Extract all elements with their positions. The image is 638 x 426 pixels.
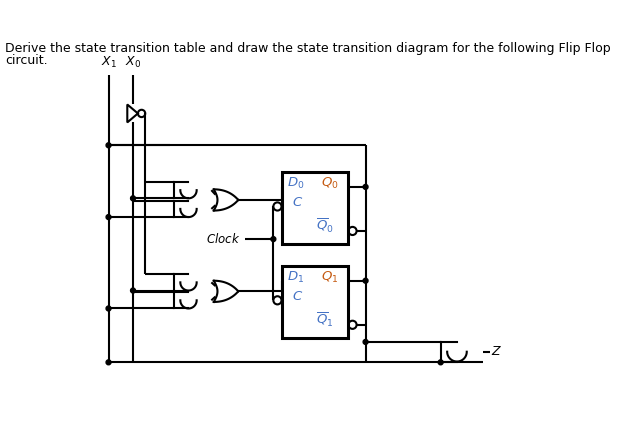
Text: $Q_1$: $Q_1$ bbox=[321, 270, 338, 285]
Text: $X_1$: $X_1$ bbox=[101, 55, 117, 70]
Text: $X_0$: $X_0$ bbox=[125, 55, 141, 70]
Circle shape bbox=[363, 184, 368, 189]
Circle shape bbox=[106, 215, 111, 219]
Text: $D_1$: $D_1$ bbox=[287, 270, 304, 285]
Circle shape bbox=[271, 237, 276, 242]
Circle shape bbox=[106, 360, 111, 365]
Bar bbox=[281, 266, 348, 338]
Text: $C$: $C$ bbox=[292, 290, 303, 303]
Text: $\overline{Q}_1$: $\overline{Q}_1$ bbox=[316, 311, 333, 329]
Text: $C$: $C$ bbox=[292, 196, 303, 210]
Circle shape bbox=[106, 306, 111, 311]
Circle shape bbox=[131, 196, 135, 201]
Text: $Z$: $Z$ bbox=[491, 345, 502, 358]
Text: $D_0$: $D_0$ bbox=[287, 176, 305, 191]
Text: Derive the state transition table and draw the state transition diagram for the : Derive the state transition table and dr… bbox=[5, 43, 611, 55]
Text: $\overline{Q}_0$: $\overline{Q}_0$ bbox=[316, 217, 334, 235]
Text: $Q_0$: $Q_0$ bbox=[321, 176, 338, 191]
Text: circuit.: circuit. bbox=[5, 54, 47, 67]
Circle shape bbox=[106, 143, 111, 148]
Circle shape bbox=[131, 288, 135, 293]
Circle shape bbox=[363, 340, 368, 344]
Bar bbox=[281, 172, 348, 244]
Circle shape bbox=[438, 360, 443, 365]
Text: $Clock$: $Clock$ bbox=[207, 232, 241, 246]
Circle shape bbox=[363, 278, 368, 283]
